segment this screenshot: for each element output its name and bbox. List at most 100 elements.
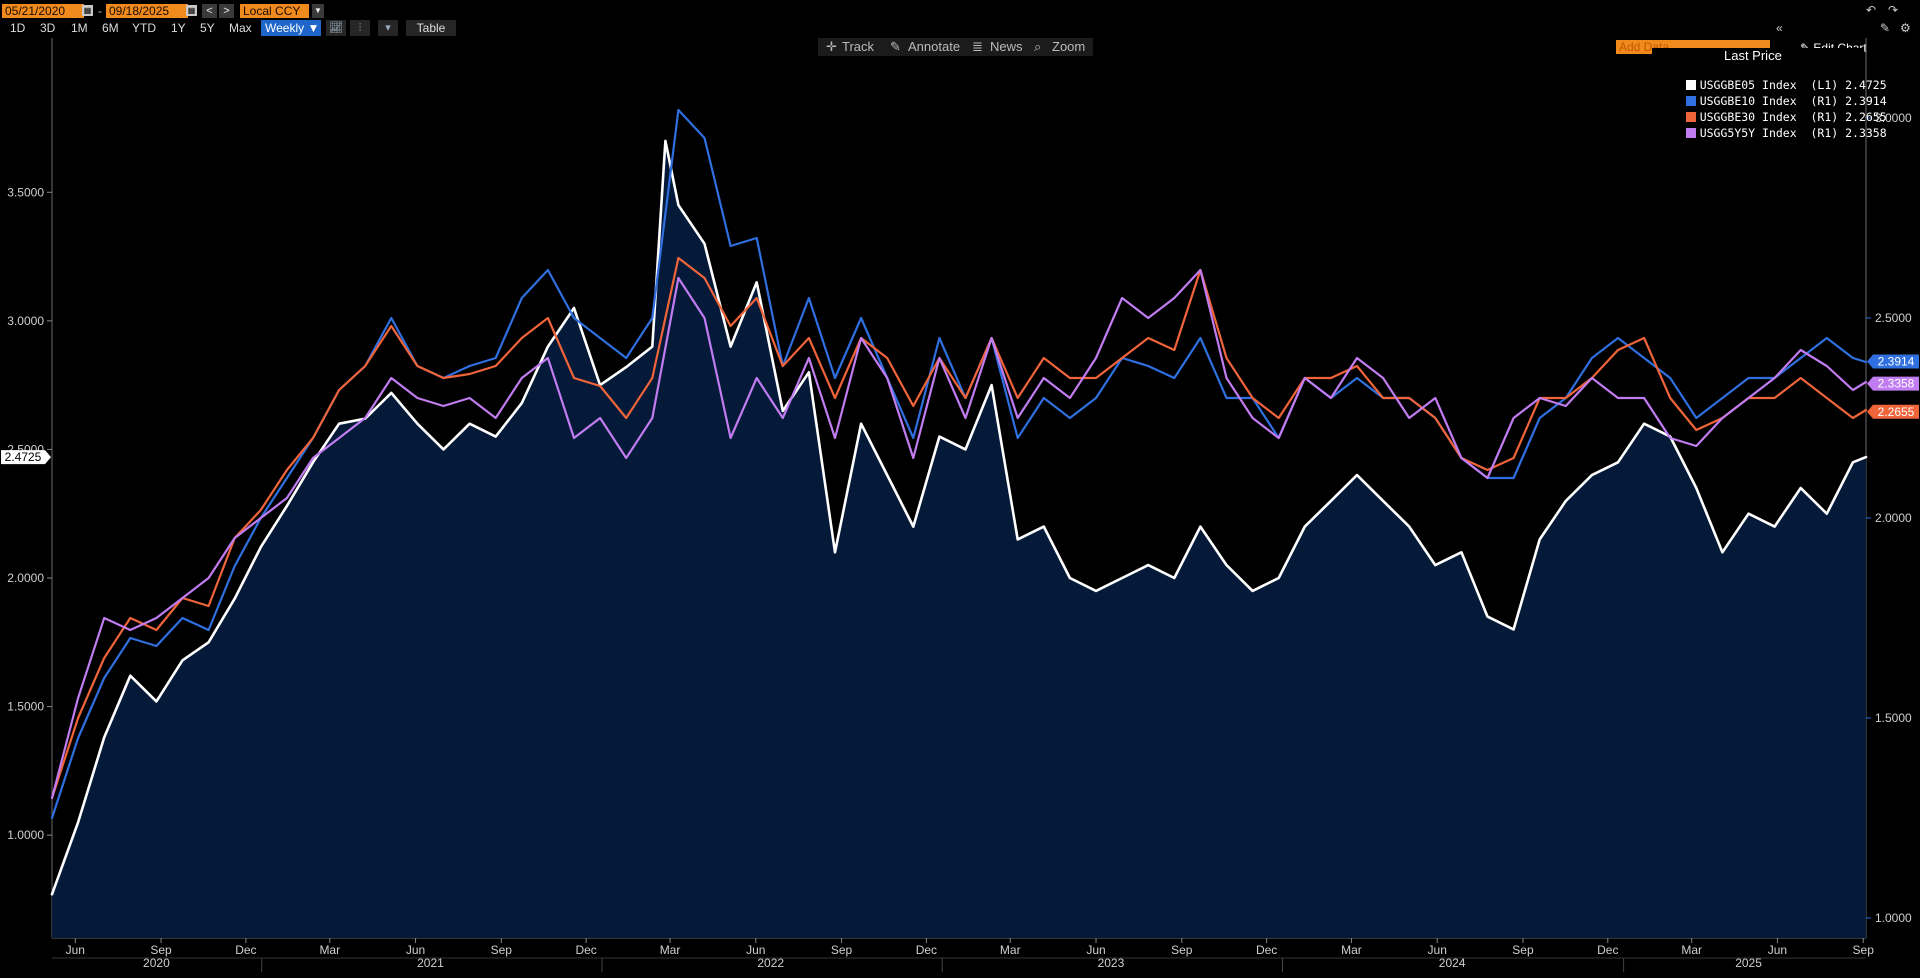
x-axis-tick-label: Dec (1597, 943, 1618, 957)
x-axis-tick-label: Mar (1681, 943, 1702, 957)
left-axis-tick-label: 1.0000 (7, 828, 44, 842)
period-3d[interactable]: 3D (40, 21, 56, 35)
date-separator: - (98, 4, 102, 18)
end-date-input[interactable]: 09/18/2025 (106, 4, 188, 18)
chart-tools-bar: ✛ Track ✎ Annotate ≣ News ⌕ Zoom (818, 38, 1093, 56)
last-value-tag-usggbe30: 2.2655 (1867, 404, 1919, 419)
track-button[interactable]: Track (842, 39, 875, 54)
calendar-icon[interactable]: ▦ (186, 5, 197, 16)
series-line-usggbe05[interactable] (50, 139, 1868, 896)
calendar-icon[interactable]: ▦ (82, 5, 93, 16)
redo-icon[interactable]: ↷ (1888, 3, 1899, 17)
period-5y[interactable]: 5Y (200, 21, 215, 35)
period-1m[interactable]: 1M (71, 21, 88, 35)
collapse-icon[interactable]: « (1776, 21, 1783, 35)
last-value-tag-usgg5y5y-bg (1867, 376, 1919, 391)
x-axis-tick-label: Mar (660, 943, 681, 957)
left-axis-tick-label: 1.5000 (7, 700, 44, 714)
last-value-tag-usgg5y5y-text: 2.3358 (1878, 377, 1915, 391)
last-value-tag-usggbe05-text: 2.4725 (5, 450, 42, 464)
series-line-usgg5y5y[interactable] (50, 268, 1868, 800)
x-axis-tick-label: Jun (1086, 943, 1105, 957)
legend-item-usgg5y5y[interactable]: USGG5Y5Y Index (R1) 2.3358 (1658, 112, 1887, 140)
year-strip (0, 952, 1920, 978)
x-axis-tick-label: Jun (66, 943, 85, 957)
x-axis-year-label: 2020 (143, 956, 170, 970)
legend-swatch (1685, 80, 1696, 90)
news-button[interactable]: News (990, 39, 1023, 54)
x-axis-year-label: 2025 (1735, 956, 1762, 970)
period-max[interactable]: Max (229, 21, 252, 35)
x-axis-tick-label: Dec (575, 943, 596, 957)
legend-header: Last Price (1724, 48, 1782, 63)
x-axis-tick-label: Mar (319, 943, 340, 957)
x-axis-tick-label: Dec (916, 943, 937, 957)
series-area-usggbe05 (52, 140, 1866, 938)
table-button[interactable]: Table (406, 20, 456, 36)
period-row: 1D 3D 1M 6M YTD 1Y 5Y Max Weekly ▼ 📈︎ ⫶ … (0, 20, 1920, 55)
edit-icon[interactable]: ✎ (1880, 21, 1891, 35)
frequency-select[interactable]: Weekly ▼ (261, 20, 321, 36)
left-axis-tick-label: 2.0000 (7, 571, 44, 585)
period-ytd[interactable]: YTD (132, 21, 156, 35)
legend-label: USGGBE10 Index (R1) 2.3914 (1699, 94, 1887, 108)
next-period-button[interactable]: > (219, 4, 234, 18)
legend-item-usggbe10[interactable]: USGGBE10 Index (R1) 2.3914 (1658, 80, 1887, 108)
currency-select[interactable]: Local CCY (240, 4, 309, 18)
x-axis-tick-label: Sep (1512, 943, 1534, 957)
x-axis-tick-label: Sep (150, 943, 172, 957)
last-value-tag-usggbe30-bg (1867, 404, 1919, 419)
last-value-tag-usgg5y5y: 2.3358 (1867, 376, 1919, 391)
x-axis-tick-label: Jun (1768, 943, 1787, 957)
legend-label: USGG5Y5Y Index (R1) 2.3358 (1699, 126, 1887, 140)
x-axis-tick-label: Dec (235, 943, 256, 957)
legend-swatch (1685, 112, 1696, 122)
magnifier-icon: ⌕ (1034, 39, 1042, 54)
period-1y[interactable]: 1Y (171, 21, 186, 35)
x-axis-tick-label: Dec (1256, 943, 1277, 957)
right-axis-tick-label: 1.5000 (1875, 711, 1912, 725)
x-axis-tick-label: Jun (746, 943, 765, 957)
crosshair-icon: ✛ (826, 39, 837, 54)
legend-item-usggbe30[interactable]: USGGBE30 Index (R1) 2.2655 (1658, 96, 1887, 124)
period-6m[interactable]: 6M (102, 21, 119, 35)
last-value-tag-usggbe05-bg (1, 450, 51, 465)
chevron-down-icon[interactable]: ▼ (312, 4, 324, 18)
period-1d[interactable]: 1D (10, 21, 26, 35)
x-axis-tick-label: Sep (1171, 943, 1193, 957)
legend-item-usggbe05[interactable]: USGGBE05 Index (L1) 2.4725 (1658, 64, 1887, 92)
date-range-row: 05/21/2020 ▦ - 09/18/2025 ▦ < > Local CC… (0, 2, 1920, 18)
pencil-icon: ✎ (890, 39, 901, 54)
chevron-down-icon[interactable]: ▾ (378, 20, 398, 36)
undo-icon[interactable]: ↶ (1866, 3, 1877, 17)
line-chart-icon[interactable]: 📈︎ (326, 20, 346, 36)
zoom-button[interactable]: Zoom (1052, 39, 1086, 54)
left-axis-tick-label: 3.0000 (7, 314, 44, 328)
candlestick-icon[interactable]: ⫶ (350, 20, 370, 36)
right-axis-tick-label: 2.5000 (1875, 311, 1912, 325)
x-axis-year-label: 2024 (1439, 956, 1466, 970)
prev-period-button[interactable]: < (202, 4, 217, 18)
last-value-tag-usggbe10-bg (1867, 354, 1919, 369)
annotate-button[interactable]: Annotate (908, 39, 961, 54)
x-axis-tick-label: Sep (491, 943, 513, 957)
x-axis-tick-label: Mar (1341, 943, 1362, 957)
last-value-tag-usggbe10: 2.3914 (1867, 354, 1919, 369)
legend-label: USGGBE05 Index (L1) 2.4725 (1699, 78, 1887, 92)
last-value-tag-usggbe10-text: 2.3914 (1878, 354, 1915, 368)
right-axis-tick-label: 3.0000 (1875, 111, 1912, 125)
x-axis-tick-label: Sep (1853, 943, 1875, 957)
start-date-input[interactable]: 05/21/2020 (2, 4, 84, 18)
chart-toolbar: 05/21/2020 ▦ - 09/18/2025 ▦ < > Local CC… (0, 0, 1920, 55)
x-axis-year-label: 2022 (757, 956, 784, 970)
legend-swatch (1685, 128, 1696, 138)
x-axis-tick-label: Jun (406, 943, 425, 957)
gear-icon[interactable]: ⚙ (1900, 21, 1911, 35)
legend-label: USGGBE30 Index (R1) 2.2655 (1699, 110, 1887, 124)
x-axis-tick-label: Mar (1000, 943, 1021, 957)
x-axis-tick-label: Sep (831, 943, 853, 957)
x-axis-year-label: 2021 (417, 956, 444, 970)
series-line-usggbe30[interactable] (50, 256, 1868, 800)
x-axis-tick-label: Jun (1428, 943, 1447, 957)
